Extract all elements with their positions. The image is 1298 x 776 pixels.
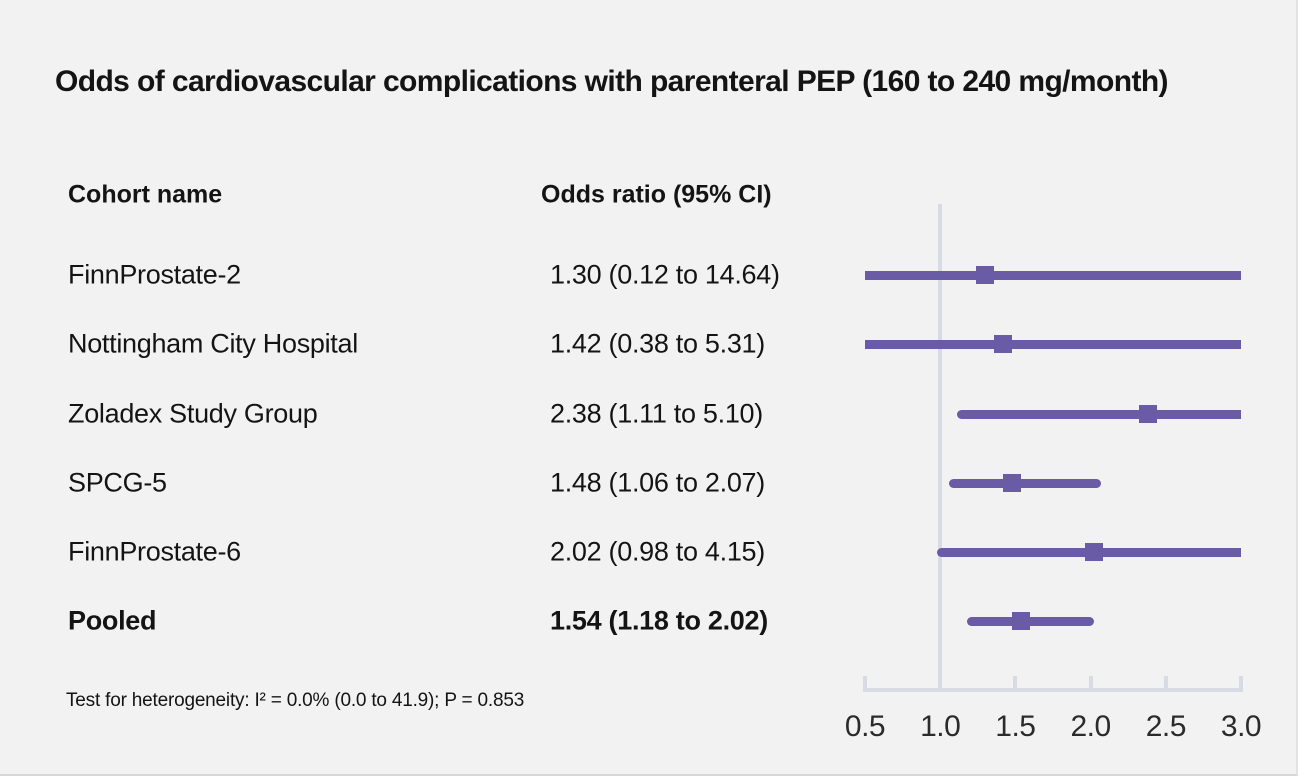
x-axis-tick [1088,676,1093,688]
cohort-name: FinnProstate-6 [68,536,241,567]
confidence-interval-line [949,478,1102,488]
x-axis-tick-label: 2.0 [1070,710,1111,743]
x-axis-tick-label: 0.5 [844,710,886,743]
confidence-interval-line [956,409,1241,419]
x-axis-tick-label: 2.5 [1145,710,1187,743]
confidence-interval-line [865,339,1241,349]
cohort-name: Pooled [68,605,157,636]
x-axis-tick [1013,676,1018,688]
estimate-marker [1084,543,1103,561]
odds-ratio-value: 2.02 (0.98 to 4.15) [550,536,765,567]
odds-ratio-value: 1.48 (1.06 to 2.07) [550,467,765,498]
x-axis-tick [863,676,867,688]
x-axis-tick-label: 1.5 [995,710,1036,743]
odds-ratio-value: 1.42 (0.38 to 5.31) [550,328,765,359]
estimate-marker [1138,405,1157,423]
odds-ratio-column-header: Odds ratio (95% CI) [541,180,772,209]
x-axis-line [863,688,1243,692]
odds-ratio-value: 1.30 (0.12 to 14.64) [550,259,780,290]
x-axis-tick [1239,676,1243,688]
x-axis-tick [1163,676,1168,688]
x-axis-tick-label: 3.0 [1220,710,1262,743]
x-axis-tick-label: 1.0 [920,710,961,743]
cohort-column-header: Cohort name [68,180,223,209]
x-axis-tick [938,676,943,688]
cohort-name: Nottingham City Hospital [68,328,358,359]
odds-ratio-value: 2.38 (1.11 to 5.10) [550,398,763,429]
cohort-name: Zoladex Study Group [68,398,318,429]
figure-title: Odds of cardiovascular complications wit… [55,65,1169,98]
estimate-marker [976,266,995,284]
cohort-name: SPCG-5 [68,467,167,498]
pooled-estimate-marker [1012,612,1031,630]
estimate-marker [1003,474,1022,492]
estimate-marker [994,335,1013,353]
reference-line [938,204,943,692]
odds-ratio-value: 1.54 (1.18 to 2.02) [550,605,768,636]
confidence-interval-line [865,270,1241,280]
confidence-interval-line [967,616,1094,626]
heterogeneity-footnote: Test for heterogeneity: I² = 0.0% (0.0 t… [66,690,525,711]
cohort-name: FinnProstate-2 [68,259,241,290]
